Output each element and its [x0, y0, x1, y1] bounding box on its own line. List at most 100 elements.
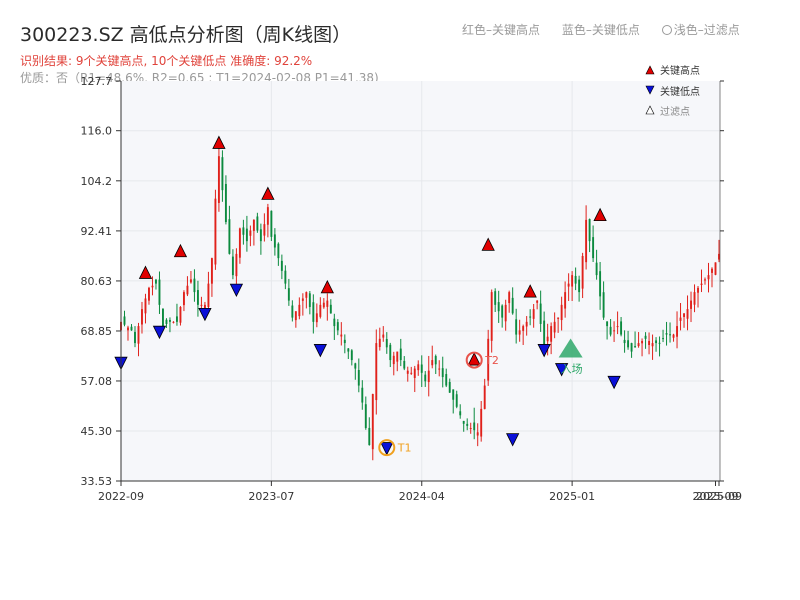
candle-body [560, 304, 563, 321]
candle-body [455, 394, 458, 407]
circle-icon [661, 25, 672, 35]
candle-body [578, 279, 581, 293]
t2-circle [465, 351, 483, 369]
candle-body [155, 279, 157, 284]
candle-body [546, 336, 549, 342]
key-low-marker [607, 375, 621, 390]
candle-body [280, 260, 283, 271]
candle-body [616, 326, 619, 328]
candle-body [175, 316, 178, 322]
candle-body [210, 258, 213, 284]
candle-body [697, 287, 699, 293]
candle-body [263, 224, 266, 236]
candle-body [371, 394, 374, 450]
candle-body [305, 292, 308, 298]
candle-body [595, 262, 598, 276]
candle-body [245, 228, 248, 242]
candle-body [651, 343, 654, 347]
chart-title: 300223.SZ 高低点分析图（周K线图） [20, 24, 352, 46]
y-tick-label: 68.85 [81, 325, 113, 338]
candle-body [315, 313, 318, 323]
candle-body [438, 368, 441, 370]
candle-body [553, 321, 556, 333]
candle-body [627, 340, 630, 348]
candle-body [672, 334, 675, 338]
candle-body [259, 229, 262, 242]
key-high-marker [523, 284, 537, 298]
candle-body [308, 293, 311, 307]
y-tick-label: 45.30 [81, 425, 113, 438]
candle-body [179, 306, 182, 323]
result-summary: 识别结果: 9个关键高点, 10个关键低点 准确度: 92.2% [20, 54, 313, 68]
candle-body [613, 330, 616, 332]
candle-body [592, 237, 595, 259]
y-tick-label: 57.08 [81, 375, 113, 388]
candle-body [690, 300, 692, 309]
candle-body [134, 331, 136, 344]
candle-body [277, 243, 280, 259]
candle-body [284, 270, 287, 284]
key-low-marker [554, 363, 569, 377]
candles [120, 144, 720, 461]
candle-body [333, 318, 336, 327]
candle-body [322, 302, 325, 308]
candle-body [413, 368, 416, 378]
candle-body [242, 227, 245, 235]
x-tick-label: 2025-01 [549, 490, 595, 503]
candle-body [693, 292, 696, 305]
candle-body [221, 157, 224, 191]
legend-filtered-label: 浅色–过滤点 [673, 23, 740, 37]
key-high-marker [212, 135, 226, 149]
candle-body [158, 279, 161, 305]
candle-body [662, 338, 665, 340]
candle-body [410, 372, 413, 374]
candle-body [224, 183, 227, 223]
candle-body [231, 256, 234, 276]
candle-body [536, 300, 539, 303]
candle-body [137, 326, 140, 344]
candle-body [385, 338, 388, 348]
candle-body [518, 330, 521, 335]
candle-body [434, 356, 437, 365]
candle-body [637, 343, 640, 347]
candle-body [634, 346, 637, 348]
candle-body [406, 370, 409, 374]
candle-body [357, 369, 360, 386]
candle-body [658, 342, 661, 344]
y-tick-label: 33.53 [81, 475, 113, 488]
candle-body [606, 321, 609, 327]
candle-body [581, 256, 584, 289]
candle-body [287, 288, 290, 301]
candle-body [459, 411, 462, 416]
candle-body [441, 368, 444, 378]
candle-body [193, 278, 196, 293]
candle-body [679, 317, 682, 321]
candle-body [141, 309, 143, 325]
candle-body [574, 275, 577, 284]
candle-body [235, 253, 238, 277]
candle-body [266, 207, 269, 225]
candle-body [207, 283, 210, 308]
candle-body [707, 275, 710, 280]
color-legend: 红色–关键高点 蓝色–关键低点 浅色–过滤点 [462, 21, 758, 38]
candle-body [599, 271, 602, 297]
entry-marker [558, 338, 583, 358]
entry-label: 入场 [561, 361, 583, 375]
candle-body [602, 292, 605, 318]
candle-body [494, 291, 497, 305]
candle-body [609, 326, 612, 335]
candle-body [483, 385, 486, 409]
filtered-marker-icon [645, 105, 655, 115]
candle-body [522, 326, 525, 331]
candle-body [130, 326, 133, 331]
candle-body [169, 319, 171, 322]
t1-label: T1 [397, 442, 412, 455]
candle-body [529, 316, 532, 318]
key-low-marker [152, 325, 167, 340]
candle-body [466, 423, 469, 426]
candle-body [375, 343, 378, 401]
candle-body [686, 309, 689, 319]
candle-body [424, 374, 427, 382]
candle-body [294, 311, 297, 321]
candle-body [648, 340, 651, 345]
